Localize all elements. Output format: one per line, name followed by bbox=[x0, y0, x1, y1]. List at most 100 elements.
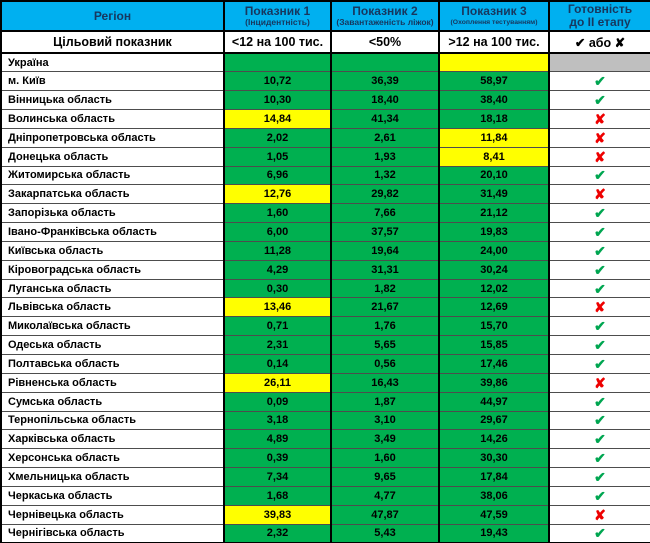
readiness-check-icon: ✔ bbox=[548, 448, 650, 469]
readiness-check-icon: ✔ bbox=[548, 222, 650, 242]
indicator3-subtitle: (Охоплення тестуванням) bbox=[450, 19, 538, 26]
indicator3-value: 19,43 bbox=[438, 523, 550, 543]
region-name: Полтавська область bbox=[0, 354, 225, 374]
indicator3-value: 30,30 bbox=[438, 448, 550, 469]
indicator3-value: 20,10 bbox=[438, 165, 550, 186]
region-name: Луганська область bbox=[0, 278, 225, 299]
indicator1-value: 2,02 bbox=[223, 127, 332, 148]
indicator1-value: 2,32 bbox=[223, 523, 332, 543]
table-row: Харківська область 4,89 3,49 14,26 ✔ bbox=[0, 429, 650, 450]
readiness-cross-icon: ✘ bbox=[548, 372, 650, 393]
indicator1-value: 0,09 bbox=[223, 391, 332, 412]
indicator3-value: 12,69 bbox=[438, 297, 550, 318]
indicator1-value: 0,30 bbox=[223, 278, 332, 299]
region-name: Львівська область bbox=[0, 297, 225, 318]
indicator2-value: 21,67 bbox=[330, 297, 440, 318]
table-row: Київська область 11,28 19,64 24,00 ✔ bbox=[0, 240, 650, 261]
indicator1-value: 2,31 bbox=[223, 335, 332, 355]
target-indicator3: >12 на 100 тис. bbox=[438, 30, 550, 54]
target-label: Цільовий показник bbox=[0, 30, 225, 54]
indicator1-value: 1,68 bbox=[223, 485, 332, 506]
table-row: Полтавська область 0,14 0,56 17,46 ✔ bbox=[0, 354, 650, 374]
readiness-title-line1: Готовність bbox=[567, 2, 633, 16]
indicator2-value: 36,39 bbox=[330, 71, 440, 92]
indicator3-value: 30,24 bbox=[438, 259, 550, 280]
indicator3-value: 58,97 bbox=[438, 71, 550, 92]
region-name: Харківська область bbox=[0, 429, 225, 450]
indicator1-value bbox=[223, 52, 332, 73]
indicator1-value: 10,72 bbox=[223, 71, 332, 92]
region-name: Хмельницька область bbox=[0, 467, 225, 487]
readiness-check-icon: ✔ bbox=[548, 240, 650, 261]
indicator3-value: 14,26 bbox=[438, 429, 550, 450]
table-row: Рівненська область 26,11 16,43 39,86 ✘ bbox=[0, 372, 650, 393]
readiness-check-icon: ✔ bbox=[548, 523, 650, 543]
table-row: Закарпатська область 12,76 29,82 31,49 ✘ bbox=[0, 184, 650, 205]
table-row: Кіровоградська область 4,29 31,31 30,24 ✔ bbox=[0, 259, 650, 280]
indicator1-value: 1,60 bbox=[223, 203, 332, 224]
table-row: Одеська область 2,31 5,65 15,85 ✔ bbox=[0, 335, 650, 355]
readiness-check-icon: ✔ bbox=[548, 203, 650, 224]
table-row: Чернівецька область 39,83 47,87 47,59 ✘ bbox=[0, 504, 650, 525]
indicator2-value: 1,76 bbox=[330, 316, 440, 337]
table-row: Волинська область 14,84 41,34 18,18 ✘ bbox=[0, 109, 650, 129]
indicator1-value: 0,71 bbox=[223, 316, 332, 337]
indicator3-value: 31,49 bbox=[438, 184, 550, 205]
indicator3-value: 18,18 bbox=[438, 109, 550, 129]
column-header-indicator2: Показник 2 (Завантаженість ліжок) bbox=[330, 0, 440, 32]
region-name: Україна bbox=[0, 52, 225, 73]
indicator1-title: Показник 1 bbox=[244, 4, 311, 18]
readiness-cross-icon: ✘ bbox=[548, 184, 650, 205]
region-name: Донецька область bbox=[0, 146, 225, 167]
region-name: Вінницька область bbox=[0, 90, 225, 111]
indicator2-value: 2,61 bbox=[330, 127, 440, 148]
indicator1-value: 12,76 bbox=[223, 184, 332, 205]
table-row: Житомирська область 6,96 1,32 20,10 ✔ bbox=[0, 165, 650, 186]
region-name: Волинська область bbox=[0, 109, 225, 129]
readiness-cross-icon: ✘ bbox=[548, 109, 650, 129]
table-row: Черкаська область 1,68 4,77 38,06 ✔ bbox=[0, 485, 650, 506]
readiness-title-line2: до ІІ етапу bbox=[569, 15, 631, 29]
target-indicator2: <50% bbox=[330, 30, 440, 54]
table-row: Сумська область 0,09 1,87 44,97 ✔ bbox=[0, 391, 650, 412]
indicator3-value: 44,97 bbox=[438, 391, 550, 412]
indicator2-value: 4,77 bbox=[330, 485, 440, 506]
readiness-check-icon: ✔ bbox=[548, 71, 650, 92]
indicator3-value: 11,84 bbox=[438, 127, 550, 148]
region-name: Чернігівська область bbox=[0, 523, 225, 543]
indicator3-value: 38,40 bbox=[438, 90, 550, 111]
region-name: Запорізька область bbox=[0, 203, 225, 224]
indicator2-subtitle: (Завантаженість ліжок) bbox=[336, 17, 434, 27]
table-row: Україна bbox=[0, 52, 650, 73]
indicator2-value: 5,43 bbox=[330, 523, 440, 543]
indicator1-value: 10,30 bbox=[223, 90, 332, 111]
table-row: м. Київ 10,72 36,39 58,97 ✔ bbox=[0, 71, 650, 92]
region-name: м. Київ bbox=[0, 71, 225, 92]
indicator1-value: 4,89 bbox=[223, 429, 332, 450]
region-name: Сумська область bbox=[0, 391, 225, 412]
indicator1-value: 6,00 bbox=[223, 222, 332, 242]
indicator2-value: 3,49 bbox=[330, 429, 440, 450]
indicator2-value: 47,87 bbox=[330, 504, 440, 525]
header-row: Регіон Показник 1 (Інцидентність) Показн… bbox=[0, 0, 650, 32]
indicator1-value: 1,05 bbox=[223, 146, 332, 167]
indicator1-value: 3,18 bbox=[223, 410, 332, 431]
readiness-check-icon: ✔ bbox=[548, 90, 650, 111]
indicator2-value: 19,64 bbox=[330, 240, 440, 261]
indicator1-value: 0,39 bbox=[223, 448, 332, 469]
readiness-empty-cell bbox=[548, 52, 650, 73]
table-row: Тернопільська область 3,18 3,10 29,67 ✔ bbox=[0, 410, 650, 431]
indicator2-value: 41,34 bbox=[330, 109, 440, 129]
table-row: Запорізька область 1,60 7,66 21,12 ✔ bbox=[0, 203, 650, 224]
region-name: Івано-Франківська область bbox=[0, 222, 225, 242]
indicator2-value: 37,57 bbox=[330, 222, 440, 242]
indicator1-value: 26,11 bbox=[223, 372, 332, 393]
readiness-check-icon: ✔ bbox=[548, 467, 650, 487]
indicator2-value: 31,31 bbox=[330, 259, 440, 280]
region-name: Рівненська область bbox=[0, 372, 225, 393]
region-name: Київська область bbox=[0, 240, 225, 261]
indicator2-value: 1,60 bbox=[330, 448, 440, 469]
indicator3-value: 12,02 bbox=[438, 278, 550, 299]
readiness-check-icon: ✔ bbox=[548, 429, 650, 450]
